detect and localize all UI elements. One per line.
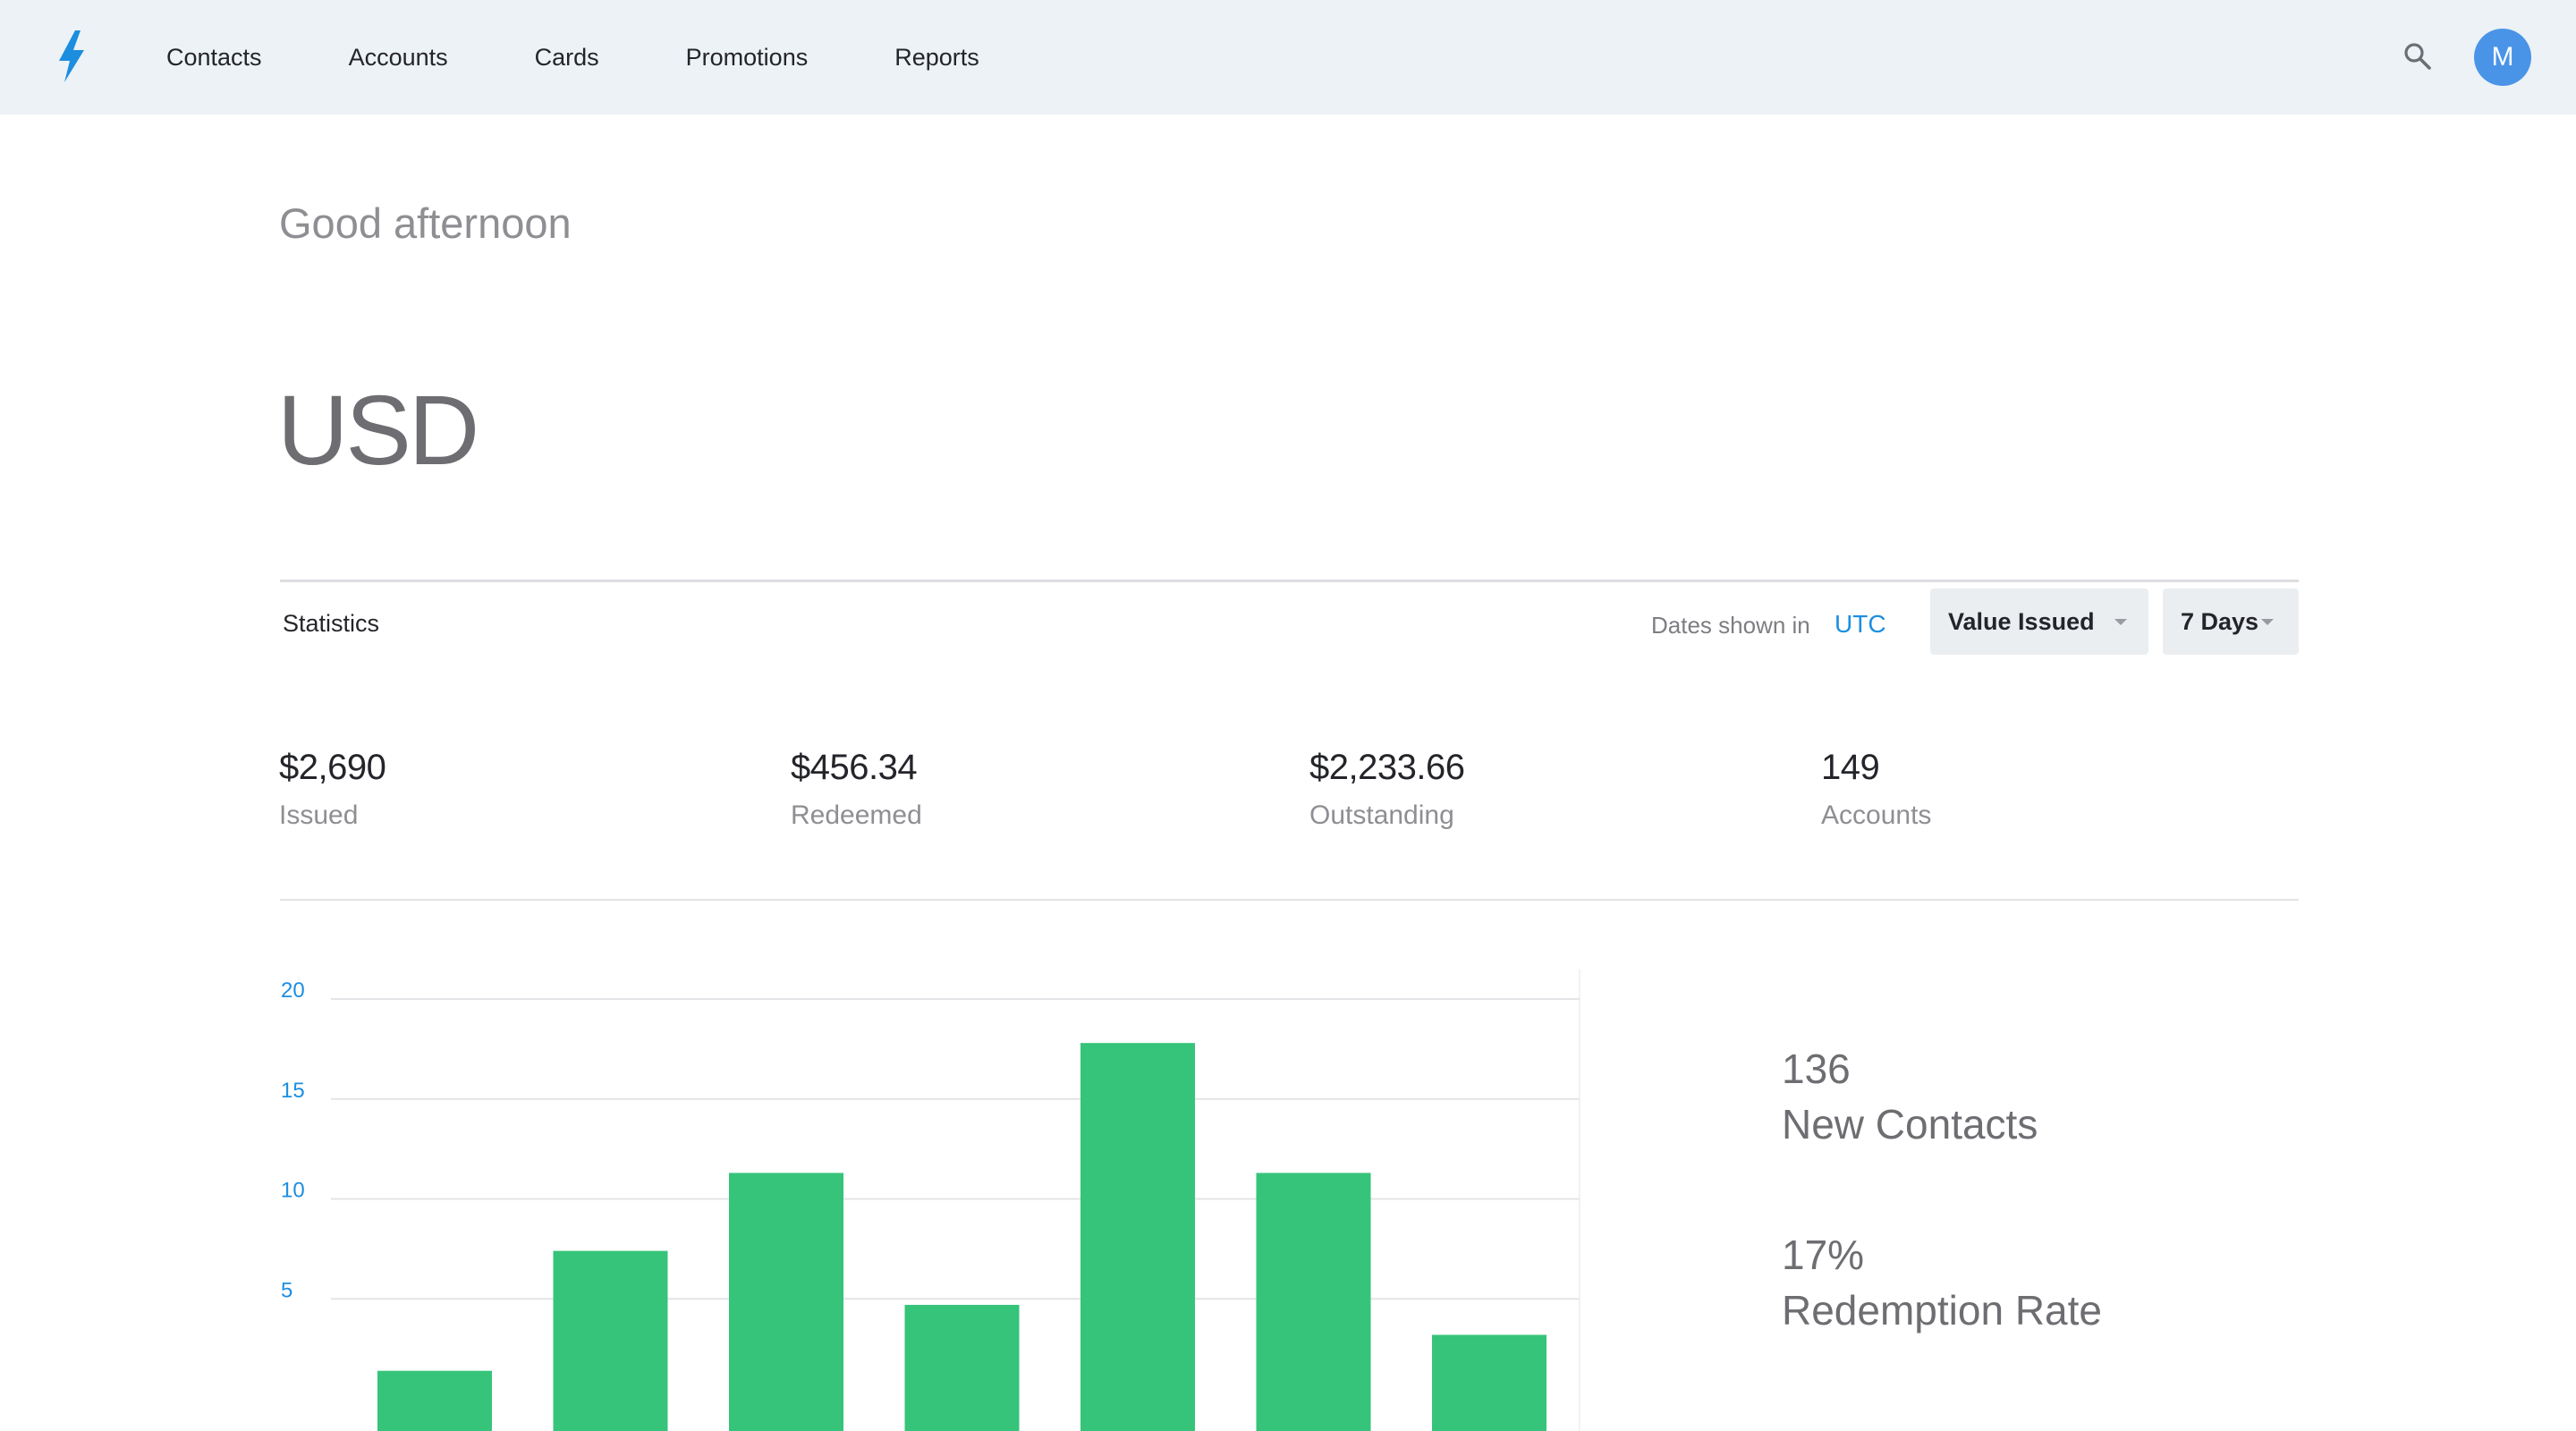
search-icon[interactable] bbox=[2402, 41, 2433, 72]
chart-bar bbox=[904, 1304, 1020, 1431]
divider bbox=[280, 580, 2299, 582]
y-tick-label: 15 bbox=[281, 1079, 305, 1103]
lightning-bolt-icon[interactable] bbox=[52, 29, 91, 84]
avatar[interactable]: M bbox=[2474, 29, 2531, 86]
metric-dropdown-label: Value Issued bbox=[1948, 607, 2095, 635]
bar-chart: 5 10 15 20 bbox=[281, 970, 1580, 1431]
range-dropdown[interactable]: 7 Days bbox=[2163, 588, 2299, 655]
nav-item-promotions[interactable]: Promotions bbox=[685, 43, 809, 71]
metric-value: 136 bbox=[1782, 1046, 1851, 1092]
chevron-down-icon bbox=[2261, 619, 2274, 625]
metric-new-contacts: 136 New Contacts bbox=[1782, 1045, 2038, 1148]
timezone-link[interactable]: UTC bbox=[1835, 610, 1886, 638]
divider bbox=[280, 899, 2299, 901]
y-tick-label: 20 bbox=[281, 978, 305, 1003]
stat-value: $2,690 bbox=[279, 748, 386, 787]
top-navigation-bar: Contacts Accounts Cards Promotions Repor… bbox=[0, 0, 2576, 114]
currency-title: USD bbox=[277, 376, 479, 486]
stat-value: $2,233.66 bbox=[1309, 748, 1465, 787]
main-nav: Contacts Accounts Cards Promotions Repor… bbox=[166, 0, 1066, 114]
y-tick-label: 10 bbox=[281, 1179, 305, 1203]
stat-label: Accounts bbox=[1821, 800, 1932, 830]
stat-value: 149 bbox=[1821, 748, 1880, 787]
metric-redemption-rate: 17% Redemption Rate bbox=[1782, 1231, 2102, 1334]
chart-bar bbox=[729, 1173, 843, 1431]
value-issued-chart: 5 10 15 20 bbox=[268, 966, 1592, 1431]
nav-item-reports[interactable]: Reports bbox=[894, 43, 979, 71]
stat-label: Issued bbox=[279, 800, 359, 830]
metric-label: Redemption Rate bbox=[1782, 1287, 2102, 1334]
statistics-title: Statistics bbox=[283, 610, 380, 637]
y-tick-label: 5 bbox=[281, 1278, 292, 1302]
greeting: Good afternoon bbox=[279, 199, 572, 247]
chart-bar bbox=[553, 1250, 668, 1431]
chart-bar bbox=[1256, 1173, 1371, 1431]
metric-value: 17% bbox=[1782, 1232, 1865, 1278]
stat-redeemed: $456.34 Redeemed bbox=[791, 748, 922, 831]
nav-item-accounts[interactable]: Accounts bbox=[348, 43, 448, 71]
stat-value: $456.34 bbox=[791, 748, 918, 787]
stat-label: Outstanding bbox=[1309, 800, 1454, 830]
metric-label: New Contacts bbox=[1782, 1101, 2038, 1147]
nav-item-contacts[interactable]: Contacts bbox=[166, 43, 262, 71]
stat-issued: $2,690 Issued bbox=[279, 748, 386, 831]
chevron-down-icon bbox=[2114, 619, 2127, 625]
stat-outstanding: $2,233.66 Outstanding bbox=[1309, 748, 1465, 831]
range-dropdown-label: 7 Days bbox=[2181, 607, 2259, 635]
dates-shown-label: Dates shown in bbox=[1651, 612, 1810, 639]
stat-accounts: 149 Accounts bbox=[1821, 748, 1931, 831]
metric-dropdown[interactable]: Value Issued bbox=[1930, 588, 2148, 655]
chart-bar bbox=[1080, 1043, 1195, 1431]
chart-bar bbox=[1432, 1334, 1546, 1431]
nav-item-cards[interactable]: Cards bbox=[534, 43, 599, 71]
stat-label: Redeemed bbox=[791, 800, 922, 830]
chart-bar bbox=[377, 1370, 492, 1431]
